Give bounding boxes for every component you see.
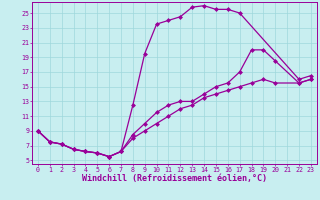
X-axis label: Windchill (Refroidissement éolien,°C): Windchill (Refroidissement éolien,°C) bbox=[82, 174, 267, 183]
